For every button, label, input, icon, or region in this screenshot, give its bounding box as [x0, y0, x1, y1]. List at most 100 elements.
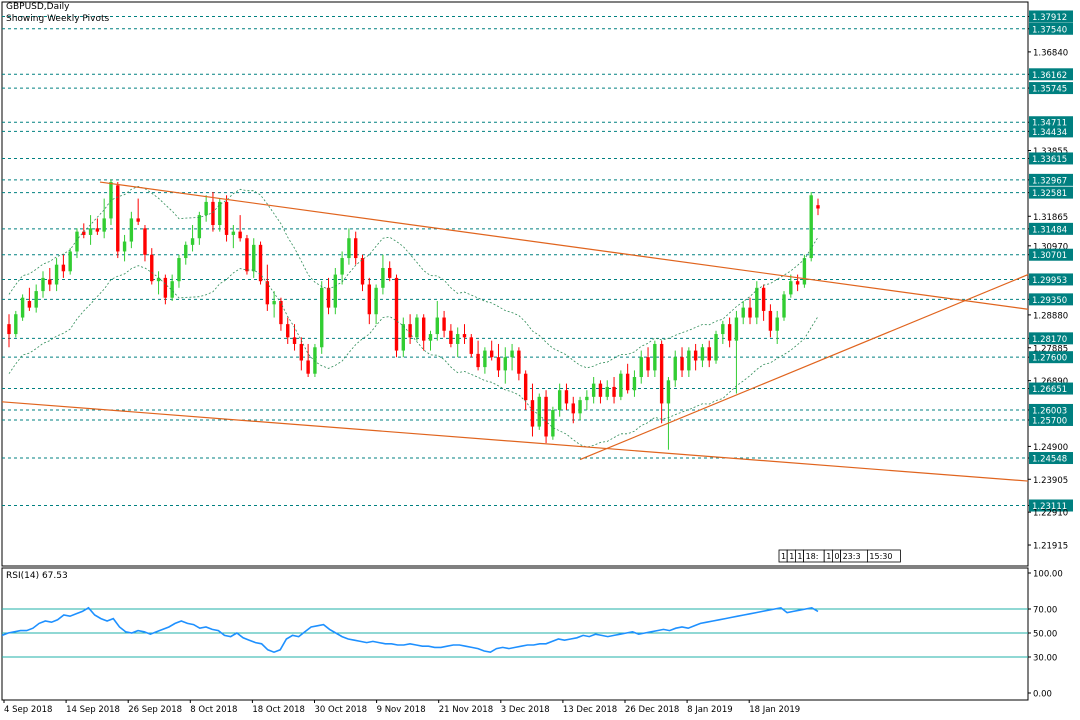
- price-tick-label: 1.27885: [1033, 344, 1068, 354]
- bull-candle: [734, 317, 739, 341]
- price-tick-label: 1.26890: [1033, 377, 1068, 387]
- bear-candle: [326, 287, 331, 308]
- price-tick-label: 1.21915: [1033, 542, 1068, 552]
- bear-candle: [646, 357, 650, 371]
- price-tick-label: 1.22910: [1033, 509, 1068, 519]
- bear-candle: [48, 279, 52, 285]
- price-tick-label: 1.26651: [1032, 385, 1067, 395]
- bear-candle: [245, 238, 249, 272]
- price-tick-label: 1.28170: [1032, 335, 1067, 345]
- bear-candle: [95, 228, 100, 232]
- descending-trendline-lower: [1, 401, 1029, 482]
- bear-candle: [571, 403, 575, 414]
- bull-candle: [666, 380, 671, 404]
- bull-candle: [687, 350, 691, 371]
- bull-candle: [109, 182, 113, 219]
- price-pivot-tag: [1029, 248, 1073, 261]
- bull-candle: [700, 347, 705, 361]
- bear-candle: [163, 277, 168, 298]
- bear-candle: [258, 244, 263, 282]
- price-tick-label: 1.29953: [1032, 276, 1067, 286]
- bear-candle: [748, 307, 752, 318]
- rsi-line: [1, 606, 819, 654]
- timer-label: 23:3: [843, 552, 861, 561]
- x-tick-label: 14 Sep 2018: [66, 705, 120, 715]
- price-frame: [1, 1, 1029, 567]
- bull-candle: [551, 410, 555, 437]
- bear-candle: [476, 353, 480, 368]
- price-pivot-tag: [1029, 332, 1073, 345]
- bull-candle: [374, 287, 378, 315]
- bear-candle: [7, 324, 11, 335]
- bear-candle: [544, 396, 548, 437]
- bull-candle: [197, 215, 202, 239]
- bull-candle: [605, 386, 609, 397]
- bear-candle: [279, 301, 283, 325]
- bear-candle: [768, 310, 773, 331]
- bear-candle: [286, 324, 290, 338]
- bull-candle: [802, 258, 807, 285]
- bull-candle: [320, 287, 324, 348]
- bull-candle: [415, 317, 419, 338]
- bull-candle: [272, 301, 276, 305]
- bull-candle: [639, 357, 643, 378]
- bull-candle: [510, 350, 514, 358]
- rsi-tick-label: 50.00: [1033, 630, 1057, 640]
- bull-candle: [156, 277, 161, 282]
- bear-candle: [116, 185, 120, 252]
- price-pivot-tag: [1029, 125, 1073, 138]
- price-tick-label: 1.37912: [1032, 13, 1067, 23]
- bear-candle: [707, 347, 711, 361]
- bear-candle: [306, 360, 310, 374]
- price-tick-label: 1.34711: [1032, 119, 1067, 129]
- timer-label: 1: [789, 552, 794, 561]
- x-tick-label: 13 Dec 2018: [563, 705, 617, 715]
- bull-candle: [381, 267, 385, 288]
- bear-candle: [795, 281, 800, 285]
- bull-candle: [170, 281, 174, 298]
- bear-candle: [517, 350, 521, 374]
- timer-label: 15:30: [869, 552, 892, 561]
- bear-candle: [727, 324, 732, 341]
- price-tick-label: 1.33615: [1032, 155, 1067, 165]
- rsi-frame: [1, 567, 1029, 701]
- ascending-trendline: [579, 274, 1029, 461]
- x-tick-label: 30 Oct 2018: [315, 705, 368, 715]
- bull-candle: [14, 314, 18, 335]
- price-pivot-tag: [1029, 116, 1073, 129]
- price-pivot-tag: [1029, 413, 1073, 426]
- bear-candle: [211, 201, 215, 226]
- bull-candle: [204, 201, 208, 216]
- bull-candle: [184, 244, 188, 259]
- bull-candle: [721, 324, 725, 335]
- bull-candle: [619, 373, 623, 397]
- bear-candle: [292, 337, 297, 344]
- price-tick-label: 1.23111: [1032, 502, 1067, 512]
- timer-label: 18:: [806, 552, 819, 561]
- bear-candle: [489, 350, 494, 358]
- price-tick-label: 1.26003: [1032, 406, 1067, 416]
- price-pivot-tag: [1029, 82, 1073, 95]
- lower-envelope-line: [8, 265, 819, 448]
- pivots-subtitle: Showing Weekly Pivots: [6, 14, 110, 24]
- x-tick-label: 26 Dec 2018: [625, 705, 679, 715]
- timer-label: 1: [797, 552, 802, 561]
- bull-candle: [401, 324, 406, 351]
- bull-candle: [673, 357, 677, 381]
- bear-candle: [530, 400, 535, 427]
- timer-box: [867, 549, 901, 563]
- bear-candle: [265, 281, 270, 305]
- rsi-panel: 100.00 70.00 50.00 30.00 0.00: [1, 567, 1063, 701]
- x-tick-label: 8 Jan 2019: [687, 705, 733, 715]
- bear-candle: [625, 373, 630, 391]
- bear-candle: [469, 337, 473, 354]
- price-tick-label: 1.24548: [1032, 455, 1067, 465]
- bull-candle: [435, 317, 439, 335]
- price-tick-label: 1.30701: [1032, 251, 1067, 261]
- timer-boxes: 1 1 1 18: 1 0 23:3 15:30: [778, 549, 901, 563]
- price-tick-label: 1.34434: [1032, 128, 1067, 138]
- bull-candle: [177, 258, 181, 282]
- rsi-tick-label: 30.00: [1033, 654, 1057, 664]
- bull-candle: [54, 264, 59, 285]
